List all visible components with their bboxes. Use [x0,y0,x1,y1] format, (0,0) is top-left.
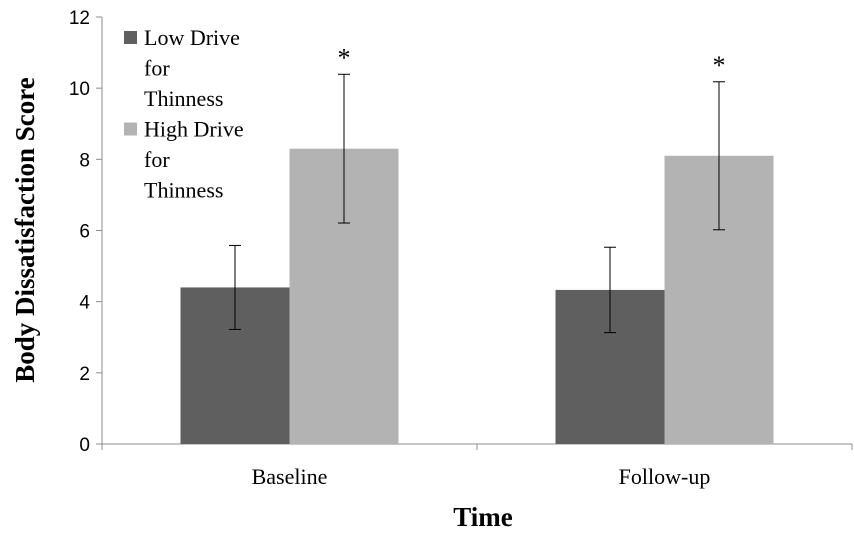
legend-swatch [124,31,137,44]
y-axis-title: Body Dissatisfaction Score [10,77,40,383]
y-tick-label: 4 [79,293,90,314]
y-tick-label: 12 [69,8,90,29]
bars [180,148,774,445]
y-tick-label: 0 [79,435,90,456]
legend-swatch [124,122,137,136]
x-category-label: Baseline [252,464,328,489]
legend: Low Drive for Thinness High Drive for Thinnes… [124,25,244,203]
legend-label: for [144,56,170,81]
legend-label: High Drive [144,117,244,142]
y-tick-label: 8 [79,150,90,171]
y-tick-label: 2 [79,364,90,385]
y-tick-label: 6 [79,222,90,243]
y-tick-label: 10 [69,79,90,100]
axes: 0 2 4 6 8 10 12 Baseline Follow-up [69,8,853,489]
x-axis-title: Time [453,502,513,532]
legend-label: for [144,147,170,172]
significance-marker: * [338,43,351,72]
x-category-label: Follow-up [619,464,711,489]
significance-marker: * [713,51,726,80]
error-bars [229,73,725,334]
legend-label: Thinness [144,178,223,203]
annotations: * * [338,43,726,79]
legend-label: Thinness [144,86,223,111]
legend-label: Low Drive [144,25,240,50]
